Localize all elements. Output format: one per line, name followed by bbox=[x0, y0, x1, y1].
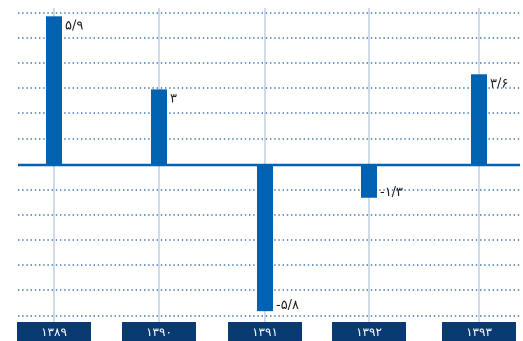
value-label-2: -۵/۸ bbox=[276, 298, 299, 313]
value-label-4: ۳/۶ bbox=[490, 76, 508, 91]
x-tick-label-1: ۱۳۹۰ bbox=[146, 325, 172, 339]
x-tick-label-2: ۱۳۹۱ bbox=[252, 325, 278, 339]
x-tick-box-3 bbox=[332, 322, 406, 341]
bar-2 bbox=[257, 165, 273, 312]
x-tick-label-3: ۱۳۹۲ bbox=[356, 325, 382, 339]
x-tick-label-0: ۱۳۸۹ bbox=[41, 325, 67, 339]
bar-0 bbox=[46, 16, 62, 165]
value-label-3: -۱/۳ bbox=[380, 185, 403, 200]
value-label-1: ۳ bbox=[170, 91, 177, 106]
x-tick-box-2 bbox=[228, 322, 302, 341]
bar-1 bbox=[151, 89, 167, 165]
bars bbox=[46, 16, 487, 312]
x-tick-label-4: ۱۳۹۳ bbox=[466, 325, 492, 339]
x-axis-ticks: ۱۳۸۹ ۱۳۹۰ ۱۳۹۱ ۱۳۹۲ ۱۳۹۳ bbox=[17, 322, 516, 341]
value-label-0: ۵/۹ bbox=[65, 18, 83, 33]
x-tick-box-0 bbox=[17, 322, 91, 341]
value-labels: ۵/۹ ۳ -۵/۸ -۱/۳ ۳/۶ bbox=[65, 18, 508, 313]
x-tick-box-1 bbox=[122, 322, 196, 341]
x-tick-box-4 bbox=[442, 322, 516, 341]
bar-4 bbox=[471, 74, 487, 165]
bar-3 bbox=[361, 165, 377, 198]
